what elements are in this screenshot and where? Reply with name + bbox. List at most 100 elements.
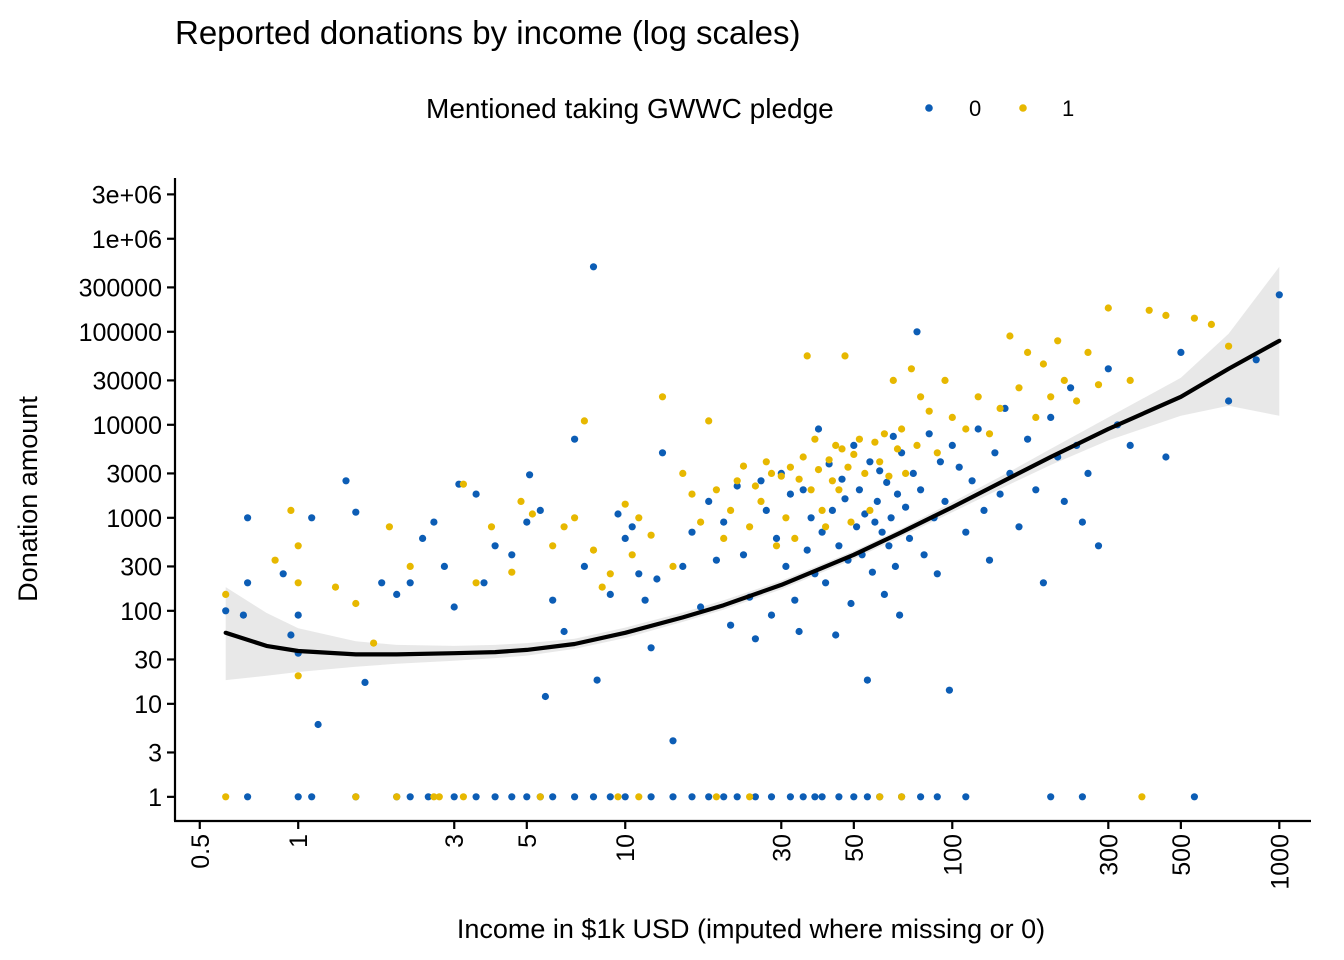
point-series-0-87 [868,568,877,576]
point-series-1-61 [828,477,837,485]
point-series-0-105 [917,486,925,494]
point-series-1-42 [746,523,754,531]
point-series-0-17 [430,518,438,526]
point-series-1-54 [803,352,811,360]
point-series-0-101 [902,503,910,511]
point-series-1-104 [1145,306,1153,314]
point-series-0-158 [571,793,579,801]
point-series-0-44 [669,737,677,745]
y-tick-label-10: 100000 [79,319,162,347]
chart-title: Reported donations by income (log scales… [175,14,801,51]
point-series-0-5 [294,611,302,619]
point-series-1-12 [406,562,414,571]
point-series-1-117 [876,793,884,801]
point-series-0-37 [621,534,629,543]
point-series-0-99 [896,611,904,619]
point-series-0-97 [891,562,900,571]
y-tick-label-4: 100 [120,598,162,626]
point-series-0-63 [791,596,799,604]
y-tick-label-1: 3 [148,739,162,767]
point-series-1-105 [1162,311,1170,319]
y-axis-ticks: 1 3 10 30 100 300 1000 3000 10000 30000 100000 3000… [79,181,175,812]
x-axis-label: Income in $1k USD (imputed where missing… [457,914,1045,944]
point-series-0-22 [480,579,488,587]
point-series-1-35 [697,518,705,526]
point-series-0-23 [491,542,499,550]
point-series-0-93 [883,478,891,486]
point-series-0-32 [580,562,589,571]
point-series-1-38 [720,534,728,543]
point-series-1-19 [528,510,537,518]
point-series-0-62 [786,490,795,498]
x-tick-label-7: 100 [939,834,967,876]
point-series-0-167 [733,793,741,801]
x-tick-label-5: 30 [768,834,796,862]
point-series-0-24 [508,551,516,559]
point-series-1-57 [814,466,823,474]
point-series-1-106 [1190,314,1198,322]
point-series-0-126 [1032,486,1040,494]
point-series-1-107 [1207,320,1215,328]
point-series-1-6 [294,579,302,587]
point-series-1-52 [795,475,803,483]
point-series-0-45 [679,562,687,571]
point-series-1-80 [907,365,916,373]
point-series-0-98 [893,490,902,498]
point-series-1-16 [487,523,496,531]
point-series-0-127 [1039,579,1047,587]
point-series-1-74 [880,430,889,438]
point-series-1-77 [893,445,902,453]
point-series-0-166 [720,793,728,801]
point-series-1-63 [835,486,843,494]
point-series-1-11 [393,793,401,801]
legend-title: Mentioned taking GWWC pledge [426,93,834,124]
x-tick-label-6: 50 [841,834,869,862]
point-series-1-99 [1073,397,1081,405]
point-series-0-82 [855,486,864,494]
point-series-0-89 [873,497,881,505]
point-series-0-64 [795,627,803,636]
point-series-0-153 [491,793,499,801]
point-series-1-82 [917,393,925,401]
point-series-1-47 [772,542,781,550]
point-series-0-136 [1104,365,1112,373]
point-series-1-30 [647,531,655,539]
point-series-1-95 [1039,360,1047,368]
point-series-0-65 [799,486,807,494]
point-series-1-111 [459,793,467,801]
point-series-1-96 [1047,393,1055,401]
point-series-1-18 [517,497,525,505]
point-series-0-180 [933,793,941,801]
y-tick-label-3: 30 [134,646,162,674]
point-series-1-116 [746,793,754,801]
point-series-0-183 [1078,793,1086,801]
point-series-1-108 [1225,342,1233,350]
y-axis-label: Donation amount [13,396,43,602]
point-series-0-27 [536,506,544,514]
point-series-0-35 [606,590,614,599]
point-series-0-107 [925,430,933,438]
point-series-1-5 [294,672,302,680]
x-tick-label-9: 500 [1168,834,1196,876]
point-series-1-41 [739,462,748,470]
point-series-0-28 [541,692,550,701]
point-series-1-65 [841,352,849,360]
point-series-1-21 [560,523,568,531]
point-series-1-4 [294,542,302,550]
point-series-1-83 [925,407,933,415]
point-series-0-46 [688,528,696,536]
confidence-band [225,266,1280,681]
point-series-0-115 [962,528,970,536]
point-series-1-72 [871,438,879,446]
point-series-1-36 [705,417,713,425]
point-series-0-134 [1084,469,1092,477]
point-series-0-53 [739,551,748,559]
point-series-0-91 [878,528,886,536]
point-series-0-102 [905,534,914,543]
point-series-1-45 [762,458,770,466]
point-series-1-37 [712,486,721,494]
point-series-0-86 [866,458,874,466]
point-series-1-67 [847,518,855,526]
point-series-1-55 [807,486,815,494]
point-series-1-69 [855,435,864,443]
